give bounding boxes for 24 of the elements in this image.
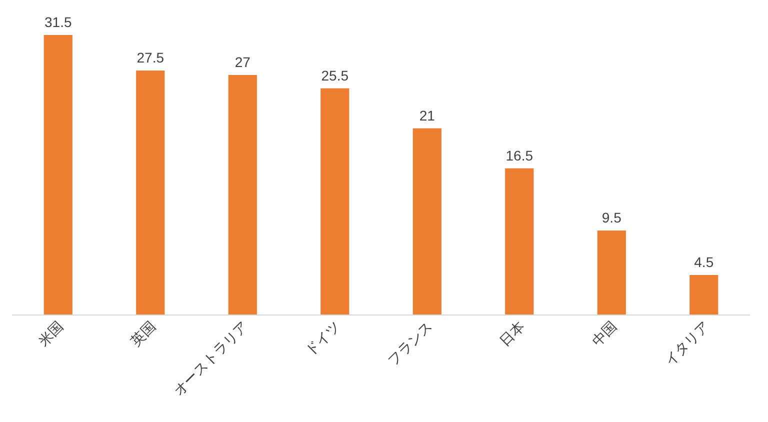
bar bbox=[690, 275, 718, 315]
data-label: 21 bbox=[419, 107, 436, 124]
data-label: 25.5 bbox=[321, 67, 349, 84]
bar bbox=[320, 88, 350, 315]
data-label: 31.5 bbox=[44, 14, 72, 30]
x-tick-label: 英国 bbox=[127, 318, 158, 349]
x-tick-label: オーストラリア bbox=[170, 318, 251, 398]
x-tick-label: 米国 bbox=[35, 318, 66, 349]
x-tick-label: 日本 bbox=[496, 318, 528, 349]
x-tick-label: ドイツ bbox=[302, 318, 343, 359]
bar bbox=[597, 230, 626, 315]
data-label: 4.5 bbox=[694, 254, 714, 270]
bar bbox=[228, 75, 257, 315]
data-label: 27 bbox=[234, 54, 251, 70]
x-tick-label: フランス bbox=[384, 318, 436, 369]
bar bbox=[136, 70, 165, 315]
data-label: 27.5 bbox=[136, 50, 164, 66]
bar bbox=[505, 168, 534, 315]
data-label: 9.5 bbox=[602, 210, 622, 226]
bar bbox=[412, 128, 442, 315]
data-label: 16.5 bbox=[506, 147, 534, 164]
x-tick-label: イタリア bbox=[661, 318, 712, 369]
x-tick-label: 中国 bbox=[588, 318, 620, 349]
bar bbox=[44, 35, 72, 315]
